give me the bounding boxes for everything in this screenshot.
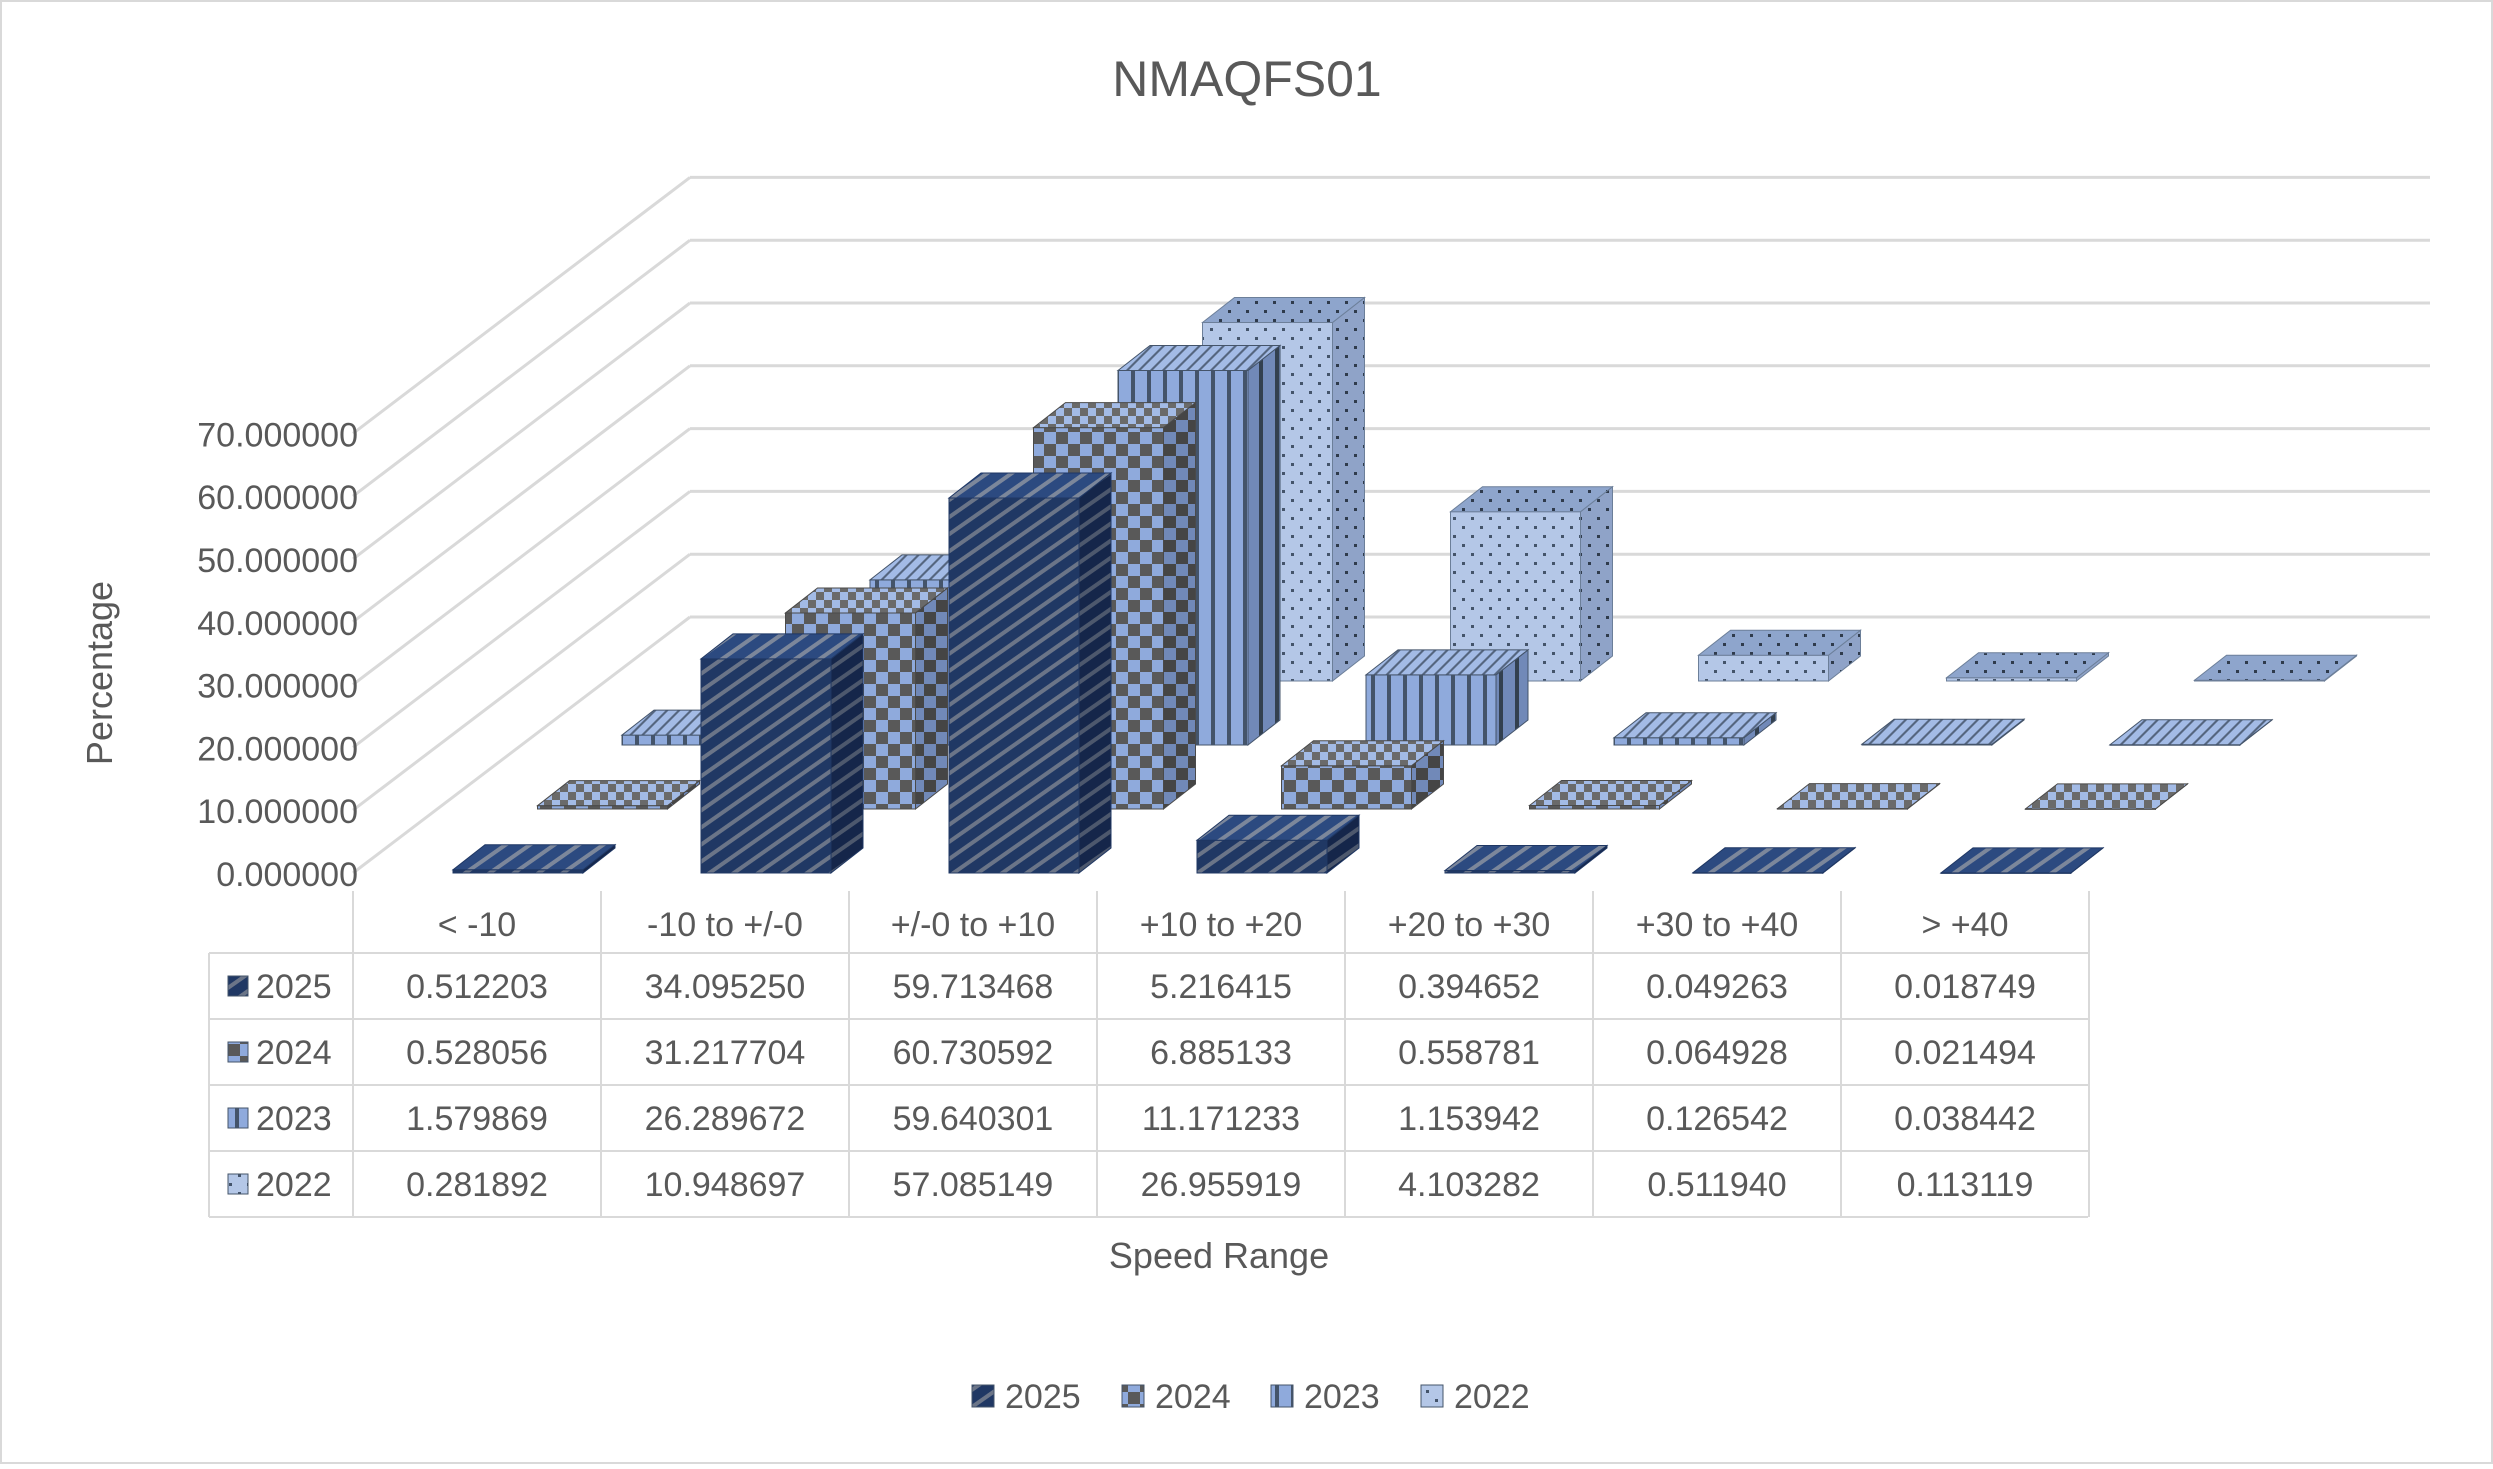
- y-tick-label: 20.000000: [197, 730, 358, 768]
- table-series-swatch: [227, 1041, 249, 1063]
- data-label: 0.049263: [1646, 968, 1788, 1006]
- gridline-side: [352, 364, 691, 623]
- bar-2024-40: [2024, 782, 2189, 811]
- bar-2025-20-to-30: [1443, 844, 1609, 875]
- chart-title: NMAQFS01: [1112, 51, 1382, 107]
- data-label: 0.018749: [1894, 968, 2036, 1006]
- table-series-name: 2025: [256, 968, 332, 1006]
- x-tick-label: +10 to +20: [1140, 906, 1303, 944]
- data-label: 11.171233: [1142, 1100, 1300, 1138]
- x-tick-label: -10 to +/-0: [647, 906, 803, 944]
- data-label: 0.528056: [406, 1034, 548, 1072]
- legend-item-2025: 2025: [971, 1378, 1081, 1416]
- legend-label: 2025: [1005, 1378, 1081, 1416]
- legend-item-2022: 2022: [1420, 1378, 1530, 1416]
- bar-2025-10-to-0: [699, 632, 865, 875]
- y-tick-label: 50.000000: [197, 542, 358, 580]
- bar-2025-0-to-10: [947, 471, 1113, 875]
- bar-2022-30-to-40: [1945, 651, 2110, 683]
- bar-2024-10: [536, 779, 701, 811]
- data-label: 1.153942: [1398, 1100, 1540, 1138]
- data-label: 0.113119: [1897, 1166, 2034, 1204]
- data-label: 0.512203: [406, 968, 548, 1006]
- table-series-swatch: [227, 1173, 249, 1195]
- bar-2025-40: [1939, 846, 2105, 875]
- y-tick-label: 30.000000: [197, 668, 358, 706]
- data-label: 57.085149: [893, 1166, 1054, 1204]
- data-label: 0.511940: [1647, 1166, 1786, 1204]
- y-tick-label: 70.000000: [197, 416, 358, 454]
- data-label: 26.955919: [1141, 1166, 1302, 1204]
- legend-label: 2024: [1155, 1378, 1231, 1416]
- y-tick-label: 40.000000: [197, 605, 358, 643]
- data-label: 59.713468: [893, 968, 1054, 1006]
- data-label: 0.038442: [1894, 1100, 2036, 1138]
- data-label: 34.095250: [645, 968, 806, 1006]
- data-label: 4.103282: [1398, 1166, 1540, 1204]
- data-table: < -10 -10 to +/-0 +/-0 to +10 +10 to +20 +20…: [208, 891, 2090, 1218]
- y-axis-label: Percentage: [79, 581, 120, 765]
- x-tick-label: > +40: [1922, 906, 2009, 944]
- gridline-side: [352, 427, 691, 686]
- legend-swatch: [971, 1384, 995, 1408]
- data-label: 0.126542: [1646, 1100, 1788, 1138]
- x-tick-label: < -10: [438, 906, 516, 944]
- bar-2023-20-to-30: [1612, 711, 1778, 747]
- bar-2023-10-to-20: [1364, 648, 1530, 747]
- bar-2024-20-to-30: [1528, 779, 1693, 811]
- gridline-side: [352, 176, 691, 435]
- bars: [451, 296, 2358, 875]
- bar-2024-30-to-40: [1776, 782, 1941, 811]
- data-label: 59.640301: [893, 1100, 1054, 1138]
- data-label: 10.948697: [645, 1166, 806, 1204]
- data-label: 0.558781: [1398, 1034, 1540, 1072]
- bar-2022-40: [2193, 654, 2358, 683]
- bar-2023-30-to-40: [1860, 718, 2026, 747]
- y-tick-label: 60.000000: [197, 479, 358, 517]
- data-label: 5.216415: [1150, 968, 1292, 1006]
- bar-2024-10-to-20: [1280, 739, 1445, 811]
- gridline-side: [352, 239, 691, 498]
- x-tick-label: +/-0 to +10: [891, 906, 1055, 944]
- bar-2023-40: [2108, 718, 2274, 747]
- legend-label: 2022: [1454, 1378, 1530, 1416]
- data-label: 1.579869: [406, 1100, 548, 1138]
- table-series-name: 2022: [256, 1166, 332, 1204]
- x-axis-label: Speed Range: [1109, 1235, 1329, 1276]
- table-series-name: 2023: [256, 1100, 332, 1138]
- y-tick-label: 0.000000: [216, 856, 358, 894]
- legend-swatch: [1270, 1384, 1294, 1408]
- data-label: 6.885133: [1150, 1034, 1292, 1072]
- gridline-side: [352, 615, 691, 875]
- y-tick-label: 10.000000: [197, 793, 358, 831]
- bar-2025-30-to-40: [1691, 846, 1857, 875]
- data-label: 0.281892: [406, 1166, 548, 1204]
- bar-2025-10-to-20: [1195, 814, 1361, 875]
- data-label: 0.064928: [1646, 1034, 1788, 1072]
- bar-2025-10: [451, 843, 617, 875]
- legend-swatch: [1121, 1384, 1145, 1408]
- legend: 2025 2024 2023 2022: [971, 1378, 1530, 1416]
- data-label: 31.217704: [645, 1034, 806, 1072]
- data-label: 60.730592: [893, 1034, 1054, 1072]
- legend-item-2023: 2023: [1270, 1378, 1380, 1416]
- legend-label: 2023: [1304, 1378, 1380, 1416]
- y-axis-ticks: 0.000000 10.000000 20.000000 30.000000 40.00…: [197, 416, 358, 894]
- table-series-swatch: [227, 1107, 249, 1129]
- x-tick-label: +20 to +30: [1388, 906, 1551, 944]
- legend-item-2024: 2024: [1121, 1378, 1231, 1416]
- legend-swatch: [1420, 1384, 1444, 1408]
- bar-2022-20-to-30: [1697, 629, 1862, 683]
- x-tick-label: +30 to +40: [1636, 906, 1799, 944]
- data-label: 0.394652: [1398, 968, 1540, 1006]
- data-label: 0.021494: [1894, 1034, 2036, 1072]
- gridline-side: [352, 301, 691, 561]
- gridline-side: [352, 553, 691, 812]
- gridline-side: [352, 490, 691, 749]
- table-series-name: 2024: [256, 1034, 332, 1072]
- data-label: 26.289672: [645, 1100, 806, 1138]
- table-series-swatch: [227, 975, 249, 997]
